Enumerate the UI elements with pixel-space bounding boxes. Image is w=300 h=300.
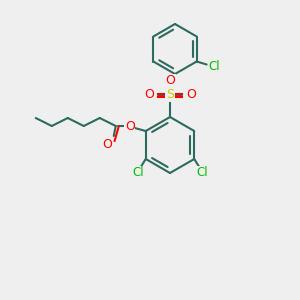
- Text: O: O: [144, 88, 154, 101]
- Text: O: O: [102, 137, 112, 151]
- Text: Cl: Cl: [196, 167, 208, 179]
- Text: O: O: [186, 88, 196, 101]
- Text: O: O: [125, 119, 135, 133]
- Text: Cl: Cl: [209, 60, 220, 73]
- Text: Cl: Cl: [132, 167, 144, 179]
- Text: O: O: [165, 74, 175, 88]
- Text: S: S: [166, 88, 174, 101]
